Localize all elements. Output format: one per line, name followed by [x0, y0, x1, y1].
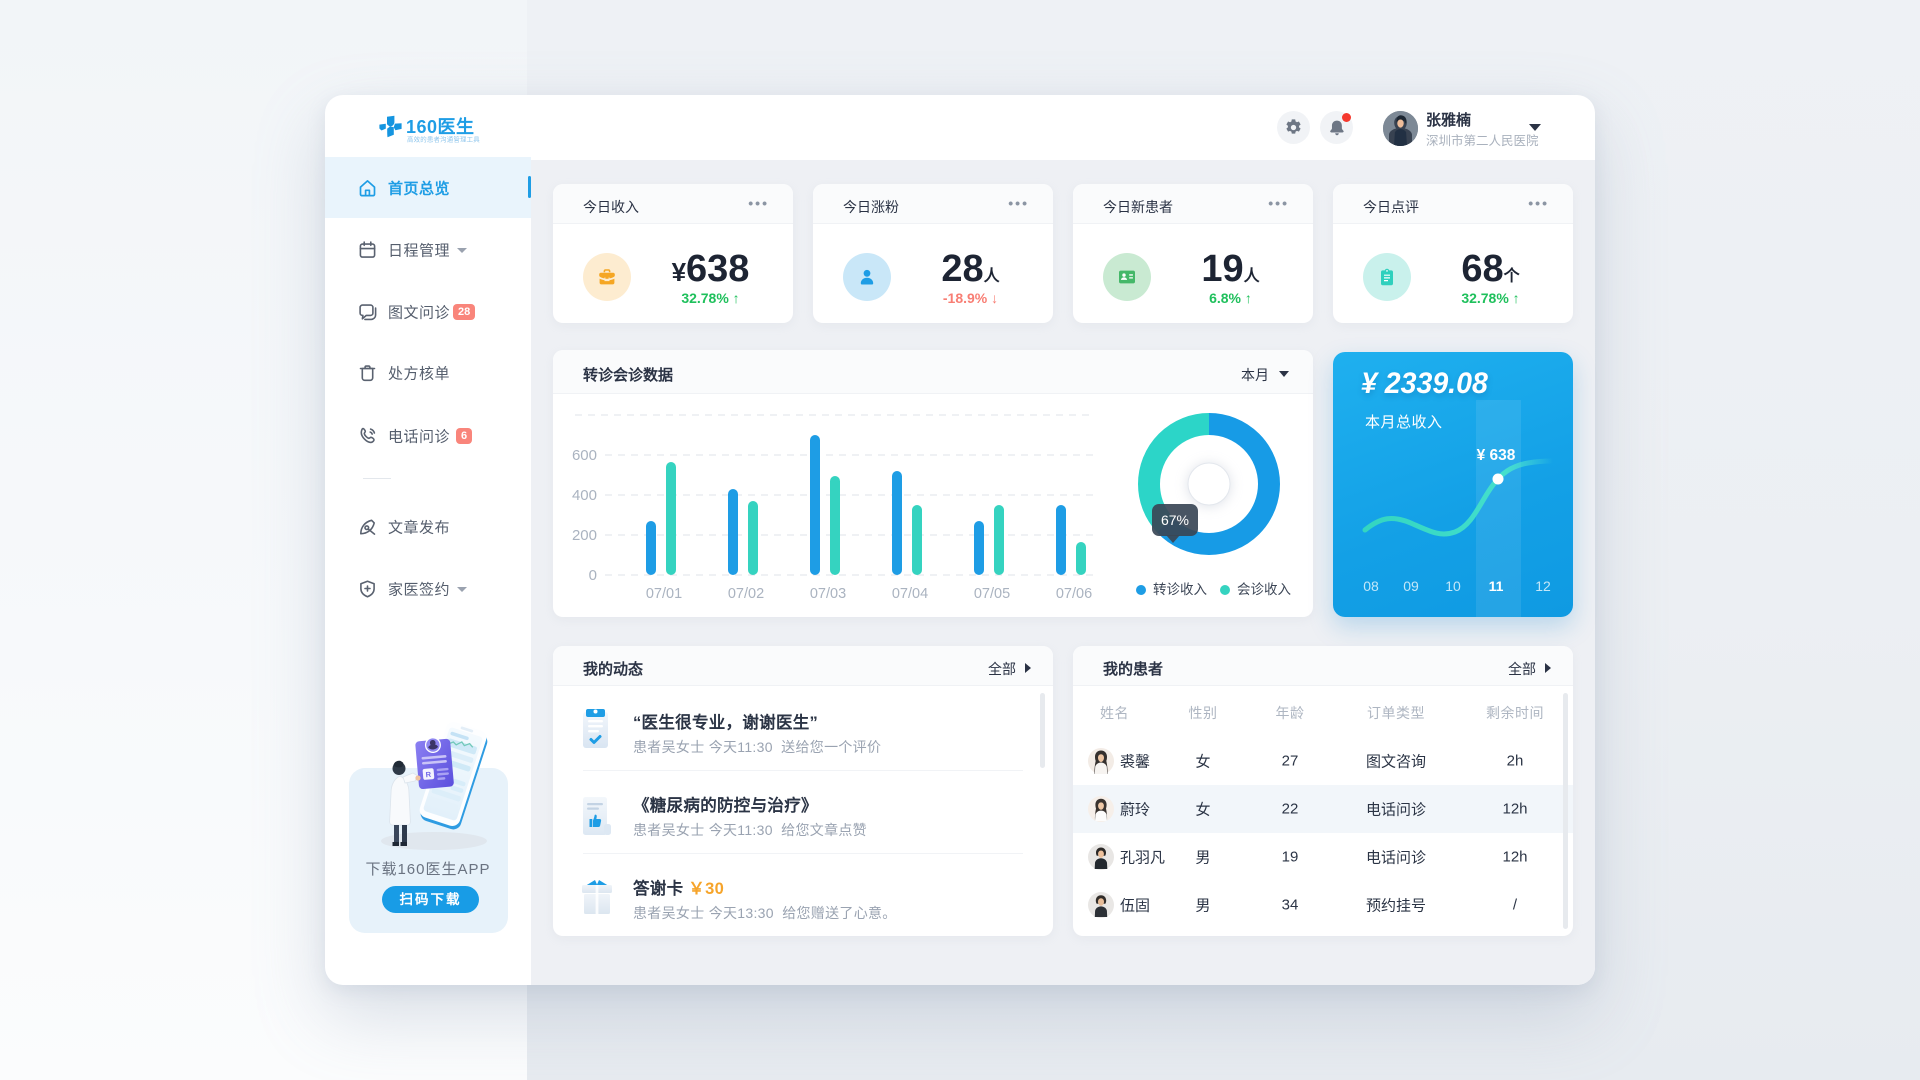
svg-text:07/05: 07/05 — [974, 586, 1010, 602]
svg-text:R: R — [425, 770, 432, 779]
svg-text:07/04: 07/04 — [892, 586, 928, 602]
svg-text:200: 200 — [572, 527, 597, 544]
svg-text:0: 0 — [589, 567, 597, 584]
svg-text:600: 600 — [572, 447, 597, 464]
svg-text:07/01: 07/01 — [646, 586, 682, 602]
svg-text:07/03: 07/03 — [810, 586, 846, 602]
svg-text:400: 400 — [572, 487, 597, 504]
svg-text:07/06: 07/06 — [1056, 586, 1092, 602]
svg-text:07/02: 07/02 — [728, 586, 764, 602]
